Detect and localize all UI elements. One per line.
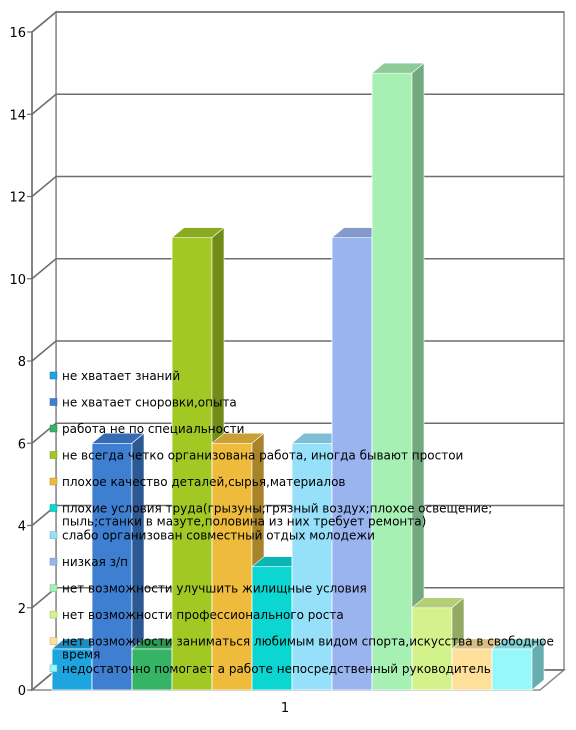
legend-item: работа не по специальности [49, 422, 244, 436]
legend-swatch [49, 610, 58, 619]
legend-swatch [49, 637, 58, 645]
legend-label: слабо организован совместный отдых молод… [62, 529, 375, 543]
legend-swatch [49, 504, 58, 512]
legend-item: слабо организован совместный отдых молод… [49, 529, 375, 543]
legend-label: низкая з/п [62, 555, 128, 569]
legend-item: нет возможности заниматься любимым видом… [49, 635, 554, 662]
legend-label: нет возможности профессионального роста [62, 608, 344, 622]
y-tick-label: 0 [18, 684, 26, 699]
bar [491, 638, 545, 691]
y-tick-label: 4 [18, 520, 26, 535]
legend-label: не хватает знаний [62, 369, 180, 383]
legend-label: плохие условия труда(грызуны;грязный воз… [62, 502, 492, 529]
legend-item: недостаточно помогает а работе непосредс… [49, 662, 491, 676]
bar [371, 62, 425, 691]
bars [51, 62, 545, 691]
y-tick-label: 6 [18, 437, 26, 452]
y-tick-label: 8 [18, 355, 26, 370]
legend-label: не всегда четко организована работа, ино… [62, 449, 463, 463]
legend: не хватает знаний не хватает сноровки,опы… [49, 369, 554, 676]
y-tick-label: 12 [9, 191, 26, 206]
legend-item: нет возможности профессионального роста [49, 608, 344, 622]
legend-item: не хватает сноровки,опыта [49, 396, 237, 410]
y-tick-label: 2 [18, 602, 26, 617]
x-tick-label: 1 [281, 701, 289, 716]
legend-swatch [49, 477, 58, 486]
legend-item: нет возможности улучшить жилищные услови… [49, 582, 367, 596]
legend-swatch [49, 584, 58, 592]
legend-swatch [49, 371, 58, 380]
legend-label: не хватает сноровки,опыта [62, 396, 237, 410]
legend-label: нет возможности улучшить жилищные услови… [62, 582, 367, 596]
legend-swatch [49, 557, 58, 566]
legend-label: нет возможности заниматься любимым видом… [62, 635, 554, 662]
x-axis-ticks: 1 [281, 701, 289, 716]
gridline [31, 11, 564, 33]
legend-item: плохое качество деталей,сырья,материалов [49, 475, 346, 489]
legend-item: не хватает знаний [49, 369, 180, 383]
legend-swatch [49, 398, 58, 406]
legend-label: плохое качество деталей,сырья,материалов [62, 475, 346, 489]
legend-swatch [49, 451, 58, 459]
legend-item: плохие условия труда(грызуны;грязный воз… [49, 502, 492, 529]
legend-swatch [49, 424, 58, 433]
legend-label: недостаточно помогает а работе непосредс… [62, 662, 491, 676]
legend-swatch [49, 664, 58, 673]
y-axis-ticks: 0 2 4 6 8 10 12 14 16 [9, 26, 33, 699]
y-tick-label: 10 [9, 273, 26, 288]
y-tick-label: 14 [9, 108, 26, 123]
y-tick-label: 16 [9, 26, 26, 41]
legend-item: низкая з/п [49, 555, 128, 569]
legend-item: не всегда четко организована работа, ино… [49, 449, 463, 463]
legend-label: работа не по специальности [62, 422, 244, 436]
bar [91, 432, 145, 691]
legend-swatch [49, 531, 58, 539]
